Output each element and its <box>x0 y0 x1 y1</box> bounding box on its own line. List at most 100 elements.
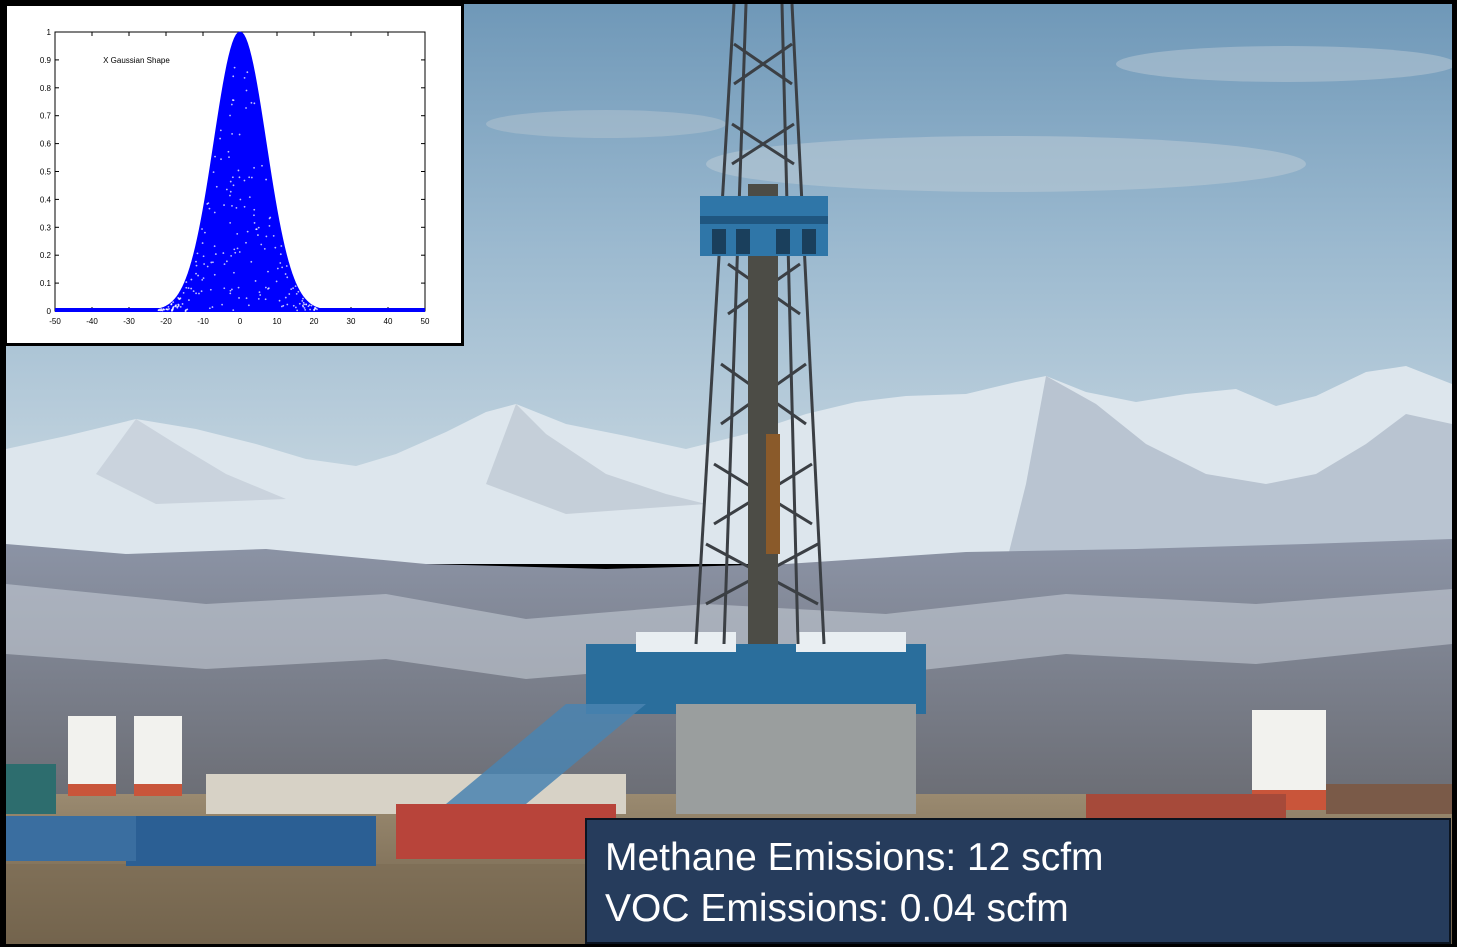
scatter-gap-point <box>170 303 173 306</box>
scatter-gap-point <box>225 260 228 263</box>
chart-title: X Gaussian Shape <box>103 56 170 65</box>
scatter-gap-point <box>211 306 214 308</box>
scatter-gap-point <box>233 248 236 251</box>
scatter-gap-point <box>294 285 297 287</box>
scatter-gap-point <box>255 228 258 231</box>
scatter-gap-point <box>192 290 195 293</box>
scatter-gap-point <box>257 234 259 236</box>
scatter-gap-point <box>195 264 198 267</box>
cloud <box>486 110 726 138</box>
scatter-gap-point <box>232 99 235 102</box>
scatter-gap-point <box>282 304 285 307</box>
scatter-gap-point <box>160 308 163 310</box>
scatter-gap-point <box>219 137 222 140</box>
scatter-gap-point <box>281 266 284 269</box>
scatter-gap-point <box>238 297 240 299</box>
scatter-gap-point <box>174 305 177 307</box>
scatter-gap-point <box>284 273 287 275</box>
x-tick-label: 40 <box>384 317 393 326</box>
scatter-gap-point <box>214 253 217 255</box>
scatter-gap-point <box>250 260 253 263</box>
scatter-gap-point <box>206 265 209 268</box>
scatter-gap-point <box>162 308 165 311</box>
derrick-housing <box>700 196 828 256</box>
y-tick-label: 0.4 <box>40 195 52 204</box>
scatter-gap-point <box>195 260 197 263</box>
scatter-gap-point <box>228 156 230 159</box>
y-tick-label: 0.6 <box>40 140 52 149</box>
scatter-gap-point <box>268 225 271 227</box>
scatter-gap-point <box>257 226 260 229</box>
scatter-gap-point <box>172 305 175 308</box>
scatter-gap-point <box>231 204 233 207</box>
x-tick-label: -10 <box>197 317 209 326</box>
scatter-gap-point <box>229 289 232 292</box>
scatter-gap-point <box>295 292 298 295</box>
x-tick-label: 10 <box>273 317 282 326</box>
scatter-gap-point <box>195 292 197 295</box>
scatter-gap-point <box>176 305 178 308</box>
rig-equipment <box>6 774 1452 866</box>
scatter-gap-point <box>264 286 267 289</box>
scatter-gap-point <box>302 301 305 304</box>
scatter-gap-point <box>201 242 204 244</box>
scatter-gap-point <box>229 180 232 183</box>
scatter-gap-point <box>208 307 211 310</box>
scatter-gap-point <box>280 245 283 247</box>
scatter-gap-point <box>223 287 226 290</box>
scatter-gap-point <box>212 171 215 174</box>
scatter-gap-point <box>201 228 203 230</box>
scatter-gap-point <box>245 89 248 92</box>
scatter-gap-point <box>253 222 256 224</box>
scatter-gap-point <box>214 155 216 158</box>
scatter-gap-point <box>188 299 190 301</box>
scatter-gap-point <box>245 241 247 244</box>
scatter-gap-point <box>246 71 249 74</box>
scatter-gap-point <box>267 287 270 290</box>
foothill-snow <box>6 584 1452 679</box>
scatter-gap-point <box>225 188 228 191</box>
cloud <box>1116 46 1452 82</box>
storage-tanks-left <box>6 716 182 814</box>
scatter-gap-point <box>243 179 246 182</box>
scatter-gap-point <box>257 297 260 300</box>
scatter-gap-point <box>213 211 216 214</box>
scatter-gap-point <box>213 273 216 276</box>
scatter-gap-point <box>258 291 261 294</box>
scatter-gap-point <box>215 185 218 188</box>
derrick-core-rust <box>766 434 780 554</box>
scatter-gap-point <box>204 231 206 234</box>
scatter-gap-point <box>232 75 235 78</box>
scatter-gap-point <box>233 66 236 69</box>
scatter-gap-point <box>263 247 266 250</box>
scatter-gap-point <box>276 267 279 270</box>
scatter-gap-point <box>301 300 304 302</box>
scatter-gap-point <box>196 252 199 255</box>
rig-substructure <box>446 632 926 814</box>
scatter-gap-point <box>238 133 241 136</box>
x-tick-label: 50 <box>421 317 430 326</box>
y-tick-label: 0.3 <box>40 223 52 232</box>
scatter-gap-point <box>238 251 241 253</box>
scatter-gap-point <box>177 297 180 299</box>
scatter-gap-point <box>182 291 185 294</box>
scatter-gap-point <box>212 261 214 264</box>
scatter-gap-point <box>314 307 317 310</box>
scatter-gap-point <box>230 103 233 106</box>
scatter-gap-point <box>185 286 188 289</box>
scatter-gap-point <box>231 133 233 135</box>
scatter-gap-point <box>248 176 251 179</box>
scatter-gap-point <box>190 287 193 290</box>
scatter-gap-point <box>253 208 256 211</box>
scatter-gap-point <box>246 230 249 233</box>
scatter-gap-point <box>243 205 246 208</box>
scatter-gap-point <box>298 302 301 305</box>
mountain-shadow <box>1006 376 1452 564</box>
scatter-gap-point <box>236 232 239 235</box>
scatter-gap-point <box>245 107 247 109</box>
mountain-shadow <box>96 419 286 504</box>
scatter-gap-point <box>267 270 269 273</box>
scatter-gap-point <box>247 304 250 307</box>
scatter-gap-point <box>234 251 237 254</box>
x-tick-label: 30 <box>347 317 356 326</box>
